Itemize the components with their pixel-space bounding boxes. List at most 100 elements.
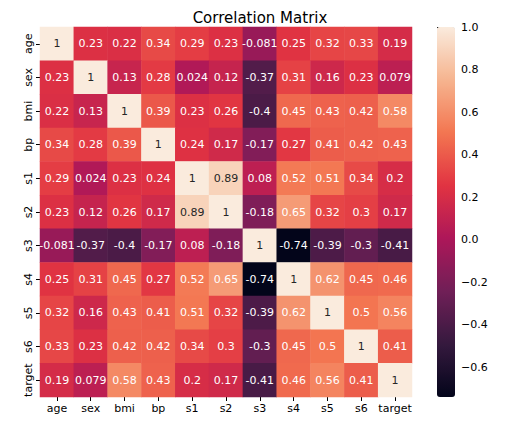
svg-text:0.41: 0.41	[146, 306, 171, 319]
svg-text:0.34: 0.34	[349, 172, 374, 185]
svg-text:0.13: 0.13	[78, 105, 103, 118]
svg-text:1: 1	[256, 239, 263, 252]
svg-text:1: 1	[87, 71, 94, 84]
svg-text:0.89: 0.89	[180, 206, 205, 219]
svg-text:-0.41: -0.41	[381, 239, 409, 252]
svg-text:-0.3: -0.3	[351, 239, 372, 252]
svg-text:0.58: 0.58	[112, 374, 137, 387]
svg-text:0.17: 0.17	[383, 206, 408, 219]
svg-text:0.89: 0.89	[214, 172, 239, 185]
svg-text:0.56: 0.56	[315, 374, 340, 387]
svg-text:-0.18: -0.18	[212, 239, 240, 252]
svg-text:1: 1	[223, 206, 230, 219]
svg-text:-0.17: -0.17	[246, 138, 274, 151]
svg-text:0.28: 0.28	[78, 138, 103, 151]
svg-text:s5: s5	[321, 402, 334, 415]
svg-text:-0.3: -0.3	[249, 340, 270, 353]
svg-text:-0.74: -0.74	[246, 273, 274, 286]
svg-text:0.23: 0.23	[45, 71, 70, 84]
svg-text:bmi: bmi	[114, 402, 135, 415]
svg-text:0.43: 0.43	[146, 374, 171, 387]
svg-text:0.23: 0.23	[78, 37, 103, 50]
svg-text:0.5: 0.5	[319, 340, 337, 353]
svg-text:-0.18: -0.18	[246, 206, 274, 219]
svg-text:0.8: 0.8	[461, 63, 479, 76]
svg-text:0.27: 0.27	[146, 273, 171, 286]
svg-text:0.25: 0.25	[45, 273, 70, 286]
svg-text:0.27: 0.27	[281, 138, 306, 151]
svg-text:0.13: 0.13	[112, 71, 137, 84]
svg-text:0.17: 0.17	[214, 138, 239, 151]
svg-text:0.24: 0.24	[180, 138, 205, 151]
svg-text:-0.081: -0.081	[242, 37, 277, 50]
svg-text:0.2: 0.2	[386, 172, 404, 185]
svg-text:0.45: 0.45	[281, 340, 306, 353]
svg-text:0.52: 0.52	[281, 172, 306, 185]
svg-text:0.17: 0.17	[214, 374, 239, 387]
svg-text:0.62: 0.62	[281, 306, 306, 319]
svg-text:-0.081: -0.081	[39, 239, 74, 252]
svg-text:s4: s4	[287, 402, 300, 415]
svg-text:0.43: 0.43	[383, 138, 408, 151]
svg-text:0.42: 0.42	[349, 105, 374, 118]
svg-text:0.22: 0.22	[45, 105, 70, 118]
svg-text:1: 1	[189, 172, 196, 185]
svg-text:0.0: 0.0	[461, 233, 479, 246]
svg-text:0.3: 0.3	[353, 206, 371, 219]
svg-text:-0.39: -0.39	[246, 306, 274, 319]
svg-text:0.32: 0.32	[315, 206, 340, 219]
svg-text:0.079: 0.079	[379, 71, 411, 84]
svg-text:0.42: 0.42	[146, 340, 171, 353]
svg-text:0.29: 0.29	[180, 37, 205, 50]
svg-text:0.65: 0.65	[281, 206, 306, 219]
svg-text:0.17: 0.17	[146, 206, 171, 219]
svg-text:0.024: 0.024	[176, 71, 208, 84]
svg-text:-0.41: -0.41	[246, 374, 274, 387]
svg-text:0.26: 0.26	[112, 206, 137, 219]
svg-text:0.12: 0.12	[78, 206, 103, 219]
svg-text:0.28: 0.28	[146, 71, 171, 84]
svg-text:0.43: 0.43	[112, 306, 137, 319]
svg-text:0.5: 0.5	[353, 306, 371, 319]
svg-text:0.45: 0.45	[112, 273, 137, 286]
svg-text:0.16: 0.16	[315, 71, 340, 84]
svg-text:1: 1	[155, 138, 162, 151]
svg-text:s5: s5	[22, 307, 35, 320]
svg-text:0.34: 0.34	[45, 138, 70, 151]
svg-text:0.26: 0.26	[214, 105, 239, 118]
svg-text:0.62: 0.62	[315, 273, 340, 286]
svg-text:0.6: 0.6	[461, 106, 479, 119]
svg-text:s4: s4	[22, 273, 35, 286]
svg-text:1: 1	[358, 340, 365, 353]
svg-text:0.45: 0.45	[281, 105, 306, 118]
svg-text:s1: s1	[186, 402, 199, 415]
svg-text:0.08: 0.08	[248, 172, 273, 185]
svg-text:s2: s2	[22, 206, 35, 219]
svg-text:0.31: 0.31	[78, 273, 103, 286]
svg-text:0.19: 0.19	[383, 37, 408, 50]
svg-text:0.45: 0.45	[349, 273, 374, 286]
svg-text:-0.37: -0.37	[76, 239, 104, 252]
svg-text:0.23: 0.23	[214, 37, 239, 50]
svg-text:s6: s6	[355, 402, 368, 415]
svg-text:age: age	[22, 33, 35, 54]
svg-text:0.33: 0.33	[349, 37, 374, 50]
svg-text:0.41: 0.41	[315, 138, 340, 151]
svg-text:0.4: 0.4	[461, 148, 479, 161]
svg-text:0.43: 0.43	[315, 105, 340, 118]
svg-text:0.46: 0.46	[383, 273, 408, 286]
svg-text:s3: s3	[253, 402, 266, 415]
svg-text:−0.4: −0.4	[461, 318, 488, 331]
svg-text:0.41: 0.41	[383, 340, 408, 353]
svg-text:0.51: 0.51	[315, 172, 340, 185]
svg-text:-0.4: -0.4	[249, 105, 270, 118]
svg-text:0.41: 0.41	[349, 374, 374, 387]
svg-text:-0.17: -0.17	[144, 239, 172, 252]
svg-text:0.56: 0.56	[383, 306, 408, 319]
svg-text:0.33: 0.33	[45, 340, 70, 353]
svg-text:0.39: 0.39	[112, 138, 137, 151]
svg-text:0.23: 0.23	[45, 206, 70, 219]
svg-text:0.16: 0.16	[78, 306, 103, 319]
svg-text:0.32: 0.32	[315, 37, 340, 50]
svg-text:0.23: 0.23	[78, 340, 103, 353]
